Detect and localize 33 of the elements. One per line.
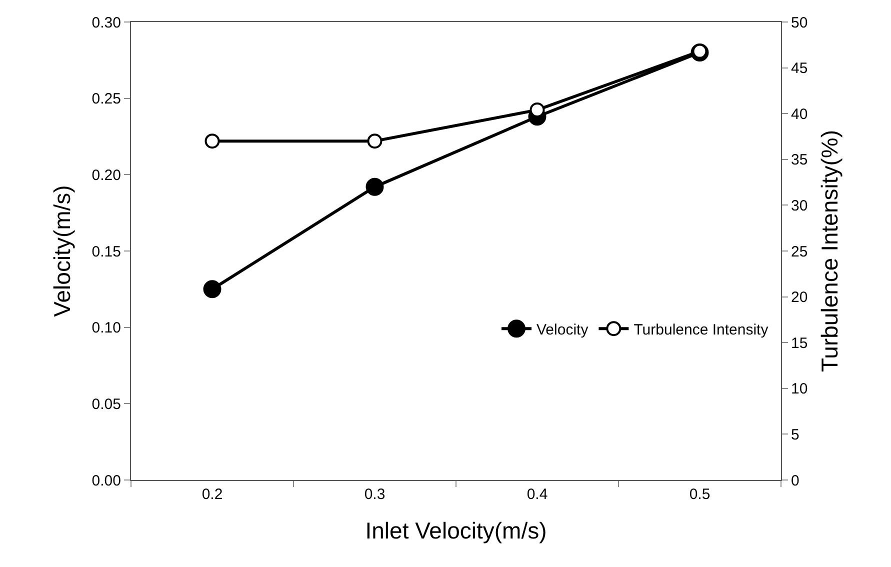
legend-label: Velocity bbox=[536, 321, 589, 338]
y2-tick-label: 5 bbox=[791, 426, 800, 444]
point bbox=[692, 44, 708, 59]
legend-label: Turbulence Intensity bbox=[634, 321, 769, 338]
y2-axis-title: Turbulence Intensity(%) bbox=[816, 130, 842, 372]
point bbox=[366, 178, 384, 196]
y-tick-label: 0.00 bbox=[92, 472, 121, 490]
point bbox=[367, 134, 382, 149]
x-tick-label: 0.4 bbox=[526, 486, 548, 503]
y2-tick-label: 30 bbox=[791, 197, 808, 214]
y2-tick-label: 20 bbox=[791, 289, 808, 306]
x-axis-title: Inlet Velocity(m/s) bbox=[365, 518, 547, 544]
x-tick-label: 0.2 bbox=[202, 486, 223, 503]
y2-tick-label: 45 bbox=[791, 60, 808, 78]
x-tick-label: 0.3 bbox=[364, 486, 386, 503]
y2-tick-label: 15 bbox=[791, 334, 808, 352]
y-tick-label: 0.20 bbox=[92, 166, 121, 184]
y-tick-label: 0.05 bbox=[92, 396, 121, 413]
y-axis-title: Velocity(m/s) bbox=[49, 185, 76, 317]
y-tick-label: 0.30 bbox=[92, 14, 121, 32]
y2-tick-label: 25 bbox=[791, 243, 808, 260]
y2-tick-label: 50 bbox=[791, 14, 808, 32]
x-tick-label: 0.5 bbox=[689, 486, 710, 503]
point bbox=[530, 102, 545, 118]
y-tick-label: 0.25 bbox=[92, 90, 121, 108]
y2-tick-label: 40 bbox=[791, 106, 808, 123]
point bbox=[204, 134, 220, 149]
point bbox=[203, 280, 222, 298]
y2-tick-label: 10 bbox=[791, 380, 808, 398]
y2-tick-label: 35 bbox=[791, 152, 808, 169]
y-tick-label: 0.15 bbox=[92, 243, 121, 260]
y2-tick-label: 0 bbox=[791, 472, 800, 490]
y-tick-label: 0.10 bbox=[92, 320, 121, 337]
